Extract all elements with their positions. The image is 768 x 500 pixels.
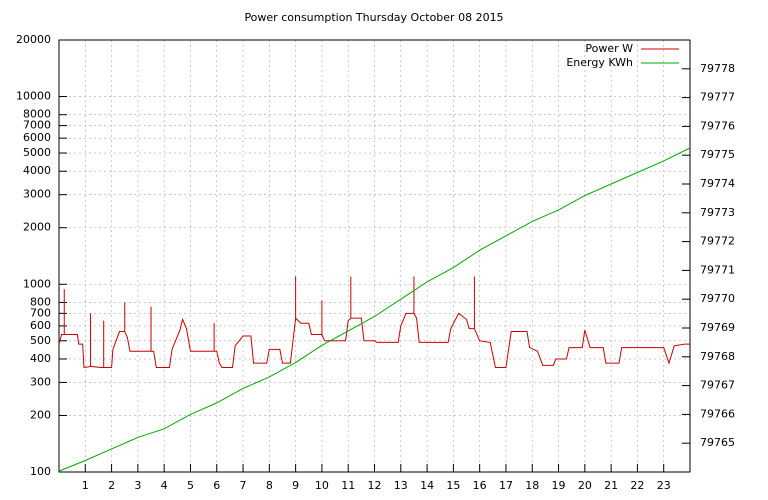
y-tick-label: 700 [30,306,51,319]
series-line [58,276,690,369]
y2-tick-label: 79776 [700,119,735,132]
x-tick-label: 2 [108,479,115,492]
y-tick-label: 600 [30,319,51,332]
y2-tick-label: 79767 [700,379,735,392]
y2-tick-label: 79774 [700,177,735,190]
x-tick-label: 10 [315,479,329,492]
legend-label: Energy KWh [566,56,633,69]
x-tick-label: 23 [657,479,671,492]
y2-tick-label: 79772 [700,235,735,248]
y-tick-label: 500 [30,334,51,347]
y2-tick-label: 79765 [700,436,735,449]
x-tick-label: 5 [187,479,194,492]
y-tick-label: 10000 [16,90,51,103]
x-tick-label: 11 [341,479,355,492]
y2-tick-label: 79773 [700,206,735,219]
x-tick-label: 4 [161,479,168,492]
y-tick-label: 8000 [23,108,51,121]
x-tick-label: 18 [525,479,539,492]
x-tick-label: 3 [134,479,141,492]
x-tick-label: 9 [292,479,299,492]
y2-tick-label: 79768 [700,350,735,363]
x-tick-label: 6 [213,479,220,492]
y-tick-label: 200 [30,408,51,421]
x-tick-label: 22 [630,479,644,492]
x-tick-label: 21 [604,479,618,492]
y-tick-label: 300 [30,375,51,388]
plot-frame [58,39,691,473]
y-tick-label: 400 [30,352,51,365]
y-tick-label: 7000 [23,119,51,132]
x-tick-label: 12 [368,479,382,492]
y2-tick-label: 79775 [700,148,735,161]
y2-tick-label: 79777 [700,91,735,104]
y-tick-label: 5000 [23,146,51,159]
y-tick-label: 2000 [23,221,51,234]
chart-title: Power consumption Thursday October 08 20… [244,11,503,24]
x-tick-label: 15 [446,479,460,492]
legend-label: Power W [585,42,633,55]
x-tick-label: 16 [473,479,487,492]
x-tick-label: 7 [240,479,247,492]
x-tick-label: 13 [394,479,408,492]
y-tick-label: 3000 [23,188,51,201]
x-tick-label: 1 [82,479,89,492]
x-tick-label: 17 [499,479,513,492]
y2-tick-label: 79770 [700,292,735,305]
x-tick-label: 8 [266,479,273,492]
x-tick-label: 20 [578,479,592,492]
y-tick-label: 1000 [23,277,51,290]
y2-tick-label: 79778 [700,62,735,75]
y2-tick-label: 79769 [700,321,735,334]
y-tick-label: 6000 [23,131,51,144]
x-tick-label: 14 [420,479,434,492]
y-tick-label: 800 [30,295,51,308]
y2-tick-label: 79771 [700,263,735,276]
x-tick-label: 19 [552,479,566,492]
y-tick-label: 20000 [16,33,51,46]
y-tick-label: 100 [30,465,51,478]
series-line [58,147,691,472]
y-tick-label: 4000 [23,164,51,177]
y2-tick-label: 79766 [700,407,735,420]
